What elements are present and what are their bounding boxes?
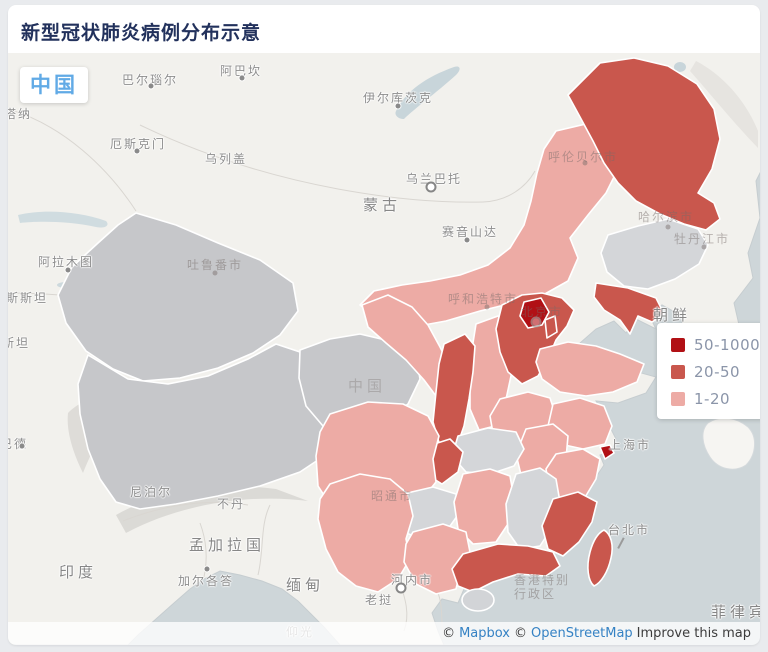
- region-taiwan[interactable]: [587, 529, 613, 587]
- page-title: 新型冠状肺炎病例分布示意: [21, 22, 262, 44]
- label-hohhot: 呼和浩特市: [447, 292, 519, 306]
- label-irkutsk: 伊尔库茨克: [362, 91, 434, 105]
- capital-marker-beijing: [530, 316, 542, 328]
- city-dot-oskemen: [134, 148, 140, 154]
- label-philippine-sea: 菲律宾: [711, 603, 760, 621]
- label-hongkong-line1: 香港特别: [513, 573, 571, 587]
- country-borders: [8, 108, 536, 640]
- label-china-basemap: 中国: [347, 377, 387, 395]
- label-kolkata: 加尔各答: [177, 574, 235, 588]
- label-abad-partial: 拉巴德: [8, 435, 28, 452]
- label-beijing: 北京市: [520, 305, 564, 319]
- label-nepal: 尼泊尔: [129, 485, 173, 499]
- region-shanghai[interactable]: [599, 444, 615, 460]
- legend-swatch-mid: [671, 365, 685, 379]
- label-kyrgyzstan-partial: 尔吉斯斯坦: [8, 291, 49, 305]
- label-barnaul: 巴尔瑙尔: [121, 73, 179, 87]
- copyright-symbol: ©: [442, 626, 456, 641]
- label-laos: 老挝: [364, 593, 394, 607]
- label-harbin: 哈尔滨市: [637, 210, 695, 224]
- label-bangladesh: 孟加拉国: [188, 536, 266, 554]
- label-almaty: 阿拉木图: [37, 255, 95, 269]
- label-myanmar: 缅甸: [285, 576, 325, 594]
- region-tibet[interactable]: [77, 343, 347, 510]
- province-layer: [57, 57, 721, 612]
- city-dot-mudanjiang: [701, 244, 707, 250]
- region-heilongjiang[interactable]: [567, 57, 721, 231]
- label-turpan: 吐鲁番市: [186, 258, 244, 272]
- legend-swatch-low: [671, 392, 685, 406]
- capital-marker-ulaanbaatar: [425, 181, 437, 193]
- label-astana-partial: 斯塔纳: [8, 107, 33, 121]
- label-mongolia: 蒙古: [362, 196, 402, 214]
- region-guangdong[interactable]: [451, 543, 561, 593]
- legend-row: 50-1000: [671, 336, 760, 354]
- legend-label: 50-1000: [694, 336, 760, 354]
- label-zhaotong: 昭通市: [370, 489, 414, 503]
- region-tianjin[interactable]: [544, 315, 558, 339]
- city-dot-irkutsk: [395, 103, 401, 109]
- city-dot-almaty: [65, 267, 71, 273]
- legend-label: 20-50: [694, 363, 741, 381]
- kyushu-island: [702, 417, 755, 470]
- label-hongkong-line2: 行政区: [513, 587, 557, 601]
- region-beijing[interactable]: [519, 297, 550, 329]
- improve-map-link[interactable]: Improve this map: [636, 626, 751, 641]
- region-xinjiang[interactable]: [57, 212, 299, 382]
- city-dot-barnaul: [148, 83, 154, 89]
- basemap-svg: [8, 53, 760, 645]
- map-attribution: © Mapbox © OpenStreetMap Improve this ma…: [8, 622, 760, 645]
- city-dot-hulunbuir: [582, 160, 588, 166]
- city-dot-hohhot: [484, 304, 490, 310]
- country-chip: 中国: [20, 67, 88, 103]
- label-ulgii: 乌列盖: [204, 152, 248, 166]
- label-stan-partial: 斯坦: [8, 336, 31, 350]
- mapbox-link[interactable]: Mapbox: [459, 626, 510, 641]
- city-dot-sainshand: [464, 237, 470, 243]
- legend-swatch-high: [671, 338, 685, 352]
- legend-row: 1-20: [671, 390, 760, 408]
- region-hunan[interactable]: [453, 468, 515, 545]
- region-shandong[interactable]: [535, 341, 645, 397]
- label-sainshand: 赛音山达: [441, 225, 499, 239]
- region-jilin[interactable]: [600, 218, 709, 290]
- openstreetmap-link[interactable]: OpenStreetMap: [531, 626, 633, 641]
- label-north-korea: 朝鲜: [652, 306, 692, 324]
- map-card: 新型冠状肺炎病例分布示意: [8, 5, 760, 645]
- label-bhutan: 不丹: [216, 497, 246, 511]
- label-abakan: 阿巴坎: [219, 64, 263, 78]
- label-india: 印度: [58, 563, 98, 581]
- legend-label: 1-20: [694, 390, 731, 408]
- label-shanghai: 上海市: [608, 438, 652, 452]
- city-dot-abad: [19, 443, 25, 449]
- copyright-symbol: ©: [514, 626, 527, 641]
- city-dot-harbin: [665, 224, 671, 230]
- label-hulunbuir: 呼伦贝尔市: [547, 150, 619, 164]
- city-dot-turpan: [212, 270, 218, 276]
- region-fujian[interactable]: [541, 491, 598, 557]
- label-ulaanbaatar: 乌兰巴托: [405, 172, 463, 186]
- city-dot-abakan: [239, 75, 245, 81]
- region-guangxi[interactable]: [403, 523, 471, 595]
- region-hainan[interactable]: [461, 588, 495, 612]
- region-liaoning[interactable]: [593, 282, 665, 335]
- label-taipei: 台北市: [607, 523, 651, 537]
- region-yunnan[interactable]: [317, 473, 414, 593]
- capital-marker-hanoi: [395, 582, 407, 594]
- city-dot-kolkata: [204, 566, 210, 572]
- label-mudanjiang: 牡丹江市: [673, 232, 731, 246]
- legend-row: 20-50: [671, 363, 760, 381]
- map-legend: 50-1000 20-50 1-20: [657, 323, 760, 419]
- label-oskemen: 厄斯克门: [109, 137, 167, 151]
- map-canvas[interactable]: 斯塔纳 巴尔瑙尔 阿巴坎 伊尔库茨克 厄斯克门 乌列盖 乌兰巴托 蒙古 赛音山达…: [8, 53, 760, 645]
